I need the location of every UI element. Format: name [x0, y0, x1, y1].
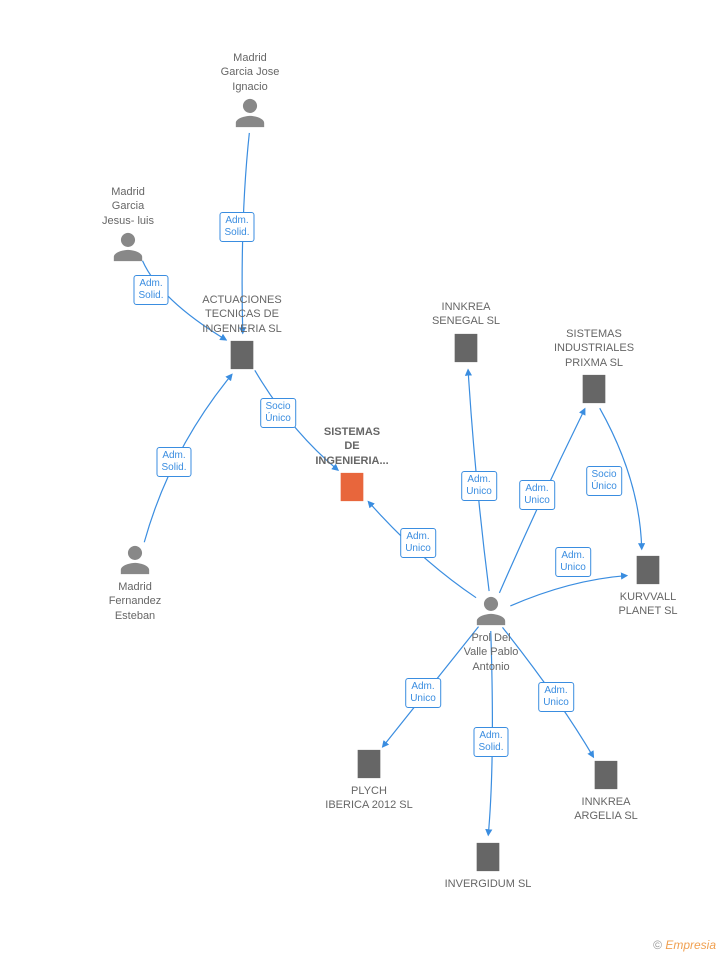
edge-label: SocioÚnico: [586, 466, 622, 496]
edge-label: Adm.Solid.: [133, 275, 168, 305]
node-label: MadridGarcia JoseIgnacio: [221, 51, 280, 94]
edge-label: Adm.Solid.: [156, 447, 191, 477]
node-label: Prol DelValle PabloAntonio: [464, 631, 519, 674]
copyright-symbol: ©: [653, 938, 662, 952]
edge-label: Adm.Solid.: [473, 727, 508, 757]
node-label: PLYCHIBERICA 2012 SL: [325, 784, 412, 813]
node-label: INNKREAARGELIA SL: [574, 795, 638, 824]
node-label: INVERGIDUM SL: [445, 877, 532, 891]
node-label: INNKREASENEGAL SL: [432, 300, 500, 329]
edge-label: Adm.Unico: [400, 528, 436, 558]
footer: © Empresia: [653, 938, 716, 952]
node-label: SISTEMASINDUSTRIALESPRIXMA SL: [554, 327, 634, 370]
edge-label: Adm.Unico: [555, 547, 591, 577]
edge-label: Adm.Unico: [519, 480, 555, 510]
node-label: KURVVALLPLANET SL: [618, 590, 677, 619]
node-label: MadridGarciaJesus- luis: [102, 185, 154, 228]
edge-label: SocioÚnico: [260, 398, 296, 428]
edge-label: Adm.Unico: [461, 471, 497, 501]
edge-label: Adm.Unico: [405, 678, 441, 708]
brand-name: Empresia: [665, 938, 716, 952]
node-label: MadridFernandezEsteban: [109, 580, 162, 623]
node-label: ACTUACIONESTECNICAS DEINGENIERIA SL: [202, 293, 281, 336]
edge-label: Adm.Solid.: [219, 212, 254, 242]
edge-label: Adm.Unico: [538, 682, 574, 712]
node-label: SISTEMASDEINGENIERIA...: [315, 425, 388, 468]
